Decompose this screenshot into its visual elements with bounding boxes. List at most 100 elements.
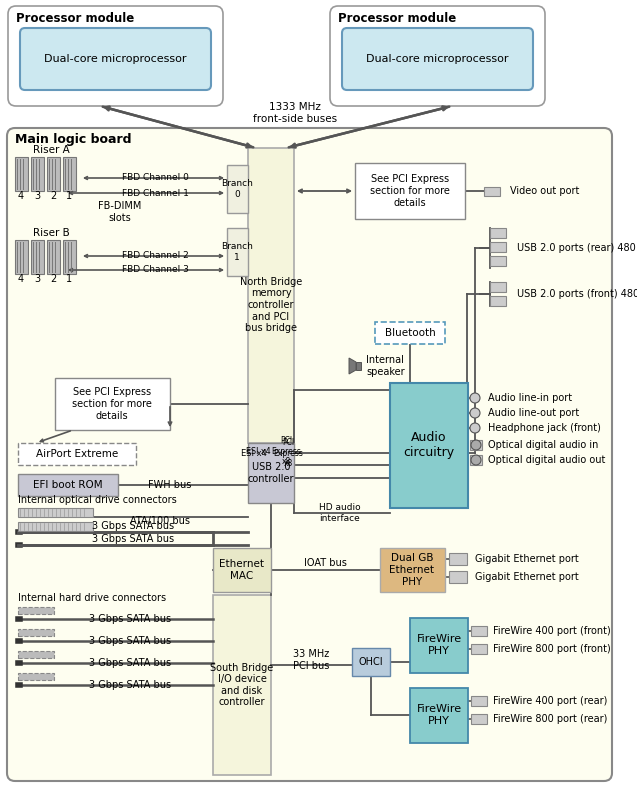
Text: FBD Channel 2: FBD Channel 2 <box>122 252 189 260</box>
Circle shape <box>470 408 480 418</box>
Text: EFI boot ROM: EFI boot ROM <box>33 480 103 490</box>
Text: PCI
Express
x8: PCI Express x8 <box>273 438 303 468</box>
Bar <box>449 571 467 583</box>
Bar <box>227 165 248 213</box>
Text: Branch
1: Branch 1 <box>221 242 253 262</box>
Bar <box>490 228 506 238</box>
Bar <box>471 644 487 654</box>
Bar <box>227 228 248 276</box>
Bar <box>18 651 54 658</box>
Bar <box>213 595 271 775</box>
Bar <box>484 187 500 196</box>
Bar <box>47 157 60 191</box>
Text: FireWire 800 port (rear): FireWire 800 port (rear) <box>493 714 607 724</box>
Polygon shape <box>349 358 356 374</box>
Text: FireWire 800 port (front): FireWire 800 port (front) <box>493 644 611 654</box>
Bar <box>375 322 445 344</box>
Text: 3 Gbps SATA bus: 3 Gbps SATA bus <box>89 614 171 624</box>
Text: 1333 MHz
front-side buses: 1333 MHz front-side buses <box>253 102 337 124</box>
Text: USB 2.0
controller: USB 2.0 controller <box>248 462 294 484</box>
Bar <box>410 688 468 743</box>
Bar <box>248 148 294 443</box>
Text: USB 2.0 ports (rear) 480 Mbps: USB 2.0 ports (rear) 480 Mbps <box>517 243 637 253</box>
Text: IOAT bus: IOAT bus <box>304 558 347 568</box>
Text: Dual-core microprocessor: Dual-core microprocessor <box>44 54 186 64</box>
Text: 3: 3 <box>34 191 40 201</box>
FancyBboxPatch shape <box>8 6 223 106</box>
Bar <box>63 157 76 191</box>
Bar <box>355 163 465 219</box>
Text: Main logic board: Main logic board <box>15 132 131 146</box>
Bar <box>18 629 54 636</box>
Text: Audio
circuitry: Audio circuitry <box>403 431 455 459</box>
Bar <box>15 240 28 274</box>
Text: ESI x4: ESI x4 <box>246 446 270 456</box>
Bar <box>490 242 506 252</box>
Text: OHCI: OHCI <box>359 657 383 667</box>
Text: Internal optical drive connectors: Internal optical drive connectors <box>18 495 176 505</box>
Circle shape <box>471 440 481 450</box>
Bar <box>470 440 482 450</box>
Bar <box>471 626 487 636</box>
Bar <box>490 282 506 292</box>
Text: USB 2.0 ports (front) 480 Mbps: USB 2.0 ports (front) 480 Mbps <box>517 289 637 299</box>
Text: 1: 1 <box>66 191 72 201</box>
Text: 2: 2 <box>50 274 56 284</box>
FancyBboxPatch shape <box>330 6 545 106</box>
FancyBboxPatch shape <box>20 28 211 90</box>
Text: See PCI Express
section for more
details: See PCI Express section for more details <box>370 175 450 208</box>
Text: ESI x4: ESI x4 <box>241 449 267 457</box>
Text: FireWire 400 port (front): FireWire 400 port (front) <box>493 626 611 636</box>
Text: Optical digital audio in: Optical digital audio in <box>488 440 598 450</box>
Text: Bluetooth: Bluetooth <box>385 328 435 338</box>
Text: Audio line-in port: Audio line-in port <box>488 393 572 403</box>
Text: South Bridge
I/O device
and disk
controller: South Bridge I/O device and disk control… <box>210 663 274 708</box>
Bar <box>410 618 468 673</box>
Bar <box>63 240 76 274</box>
Text: 33 MHz
PCI bus: 33 MHz PCI bus <box>293 649 329 671</box>
Text: Processor module: Processor module <box>338 13 456 25</box>
Text: Dual GB
Ethernet
PHY: Dual GB Ethernet PHY <box>389 553 434 586</box>
Text: See PCI Express
section for more
details: See PCI Express section for more details <box>72 387 152 420</box>
Text: FireWire 400 port (rear): FireWire 400 port (rear) <box>493 696 607 706</box>
Text: ATA/100 bus: ATA/100 bus <box>130 516 190 526</box>
Text: 3 Gbps SATA bus: 3 Gbps SATA bus <box>92 521 174 531</box>
Text: FireWire
PHY: FireWire PHY <box>417 704 462 726</box>
Bar <box>18 522 93 531</box>
Bar <box>18 474 118 496</box>
Text: 2: 2 <box>50 191 56 201</box>
Text: Video out port: Video out port <box>510 186 580 196</box>
Text: North Bridge
memory
controller
and PCI
bus bridge: North Bridge memory controller and PCI b… <box>240 277 302 333</box>
Bar <box>380 548 445 592</box>
Bar <box>471 714 487 724</box>
Text: FB-DIMM
slots: FB-DIMM slots <box>98 201 141 223</box>
Bar <box>356 362 361 370</box>
Bar <box>449 553 467 565</box>
Circle shape <box>470 423 480 433</box>
Text: Dual-core microprocessor: Dual-core microprocessor <box>366 54 508 64</box>
Text: 4: 4 <box>18 274 24 284</box>
Text: Gigabit Ethernet port: Gigabit Ethernet port <box>475 572 579 582</box>
Text: Gigabit Ethernet port: Gigabit Ethernet port <box>475 554 579 564</box>
Text: FBD Channel 3: FBD Channel 3 <box>122 265 189 275</box>
Text: Riser A: Riser A <box>33 145 69 155</box>
Text: Branch
0: Branch 0 <box>221 179 253 198</box>
Text: 3 Gbps SATA bus: 3 Gbps SATA bus <box>89 680 171 690</box>
Text: Processor module: Processor module <box>16 13 134 25</box>
Text: Internal hard drive connectors: Internal hard drive connectors <box>18 593 166 603</box>
Bar <box>490 296 506 306</box>
Bar <box>352 648 390 676</box>
Bar <box>31 240 44 274</box>
Bar <box>213 548 271 592</box>
Bar <box>490 256 506 266</box>
Text: Internal
speaker: Internal speaker <box>366 355 404 377</box>
Text: 3: 3 <box>34 274 40 284</box>
Bar <box>248 443 294 503</box>
Text: FireWire
PHY: FireWire PHY <box>417 634 462 656</box>
FancyBboxPatch shape <box>7 128 612 781</box>
FancyBboxPatch shape <box>342 28 533 90</box>
Text: FWH bus: FWH bus <box>148 480 192 490</box>
Bar <box>55 378 170 430</box>
Bar <box>18 673 54 680</box>
Text: AirPort Extreme: AirPort Extreme <box>36 449 118 459</box>
